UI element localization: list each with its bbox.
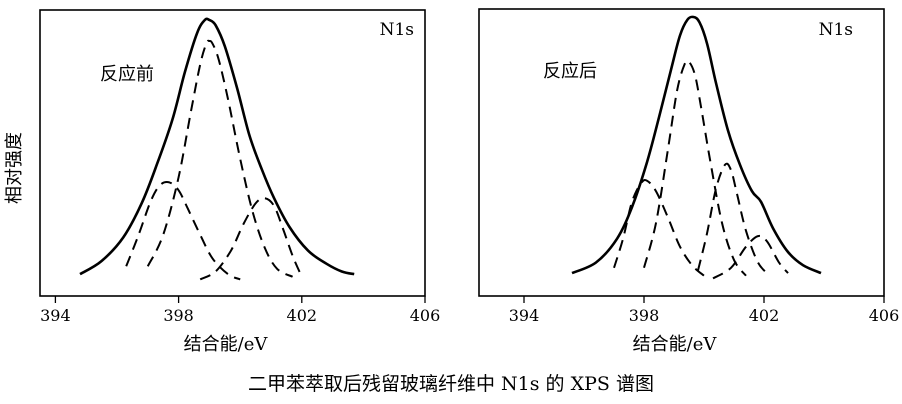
x-tick-label: 402 <box>287 306 318 325</box>
component-curve-1 <box>146 39 294 278</box>
condition-label: 反应前 <box>100 64 154 85</box>
x-tick-label: 402 <box>749 306 780 325</box>
component-curve-2 <box>613 179 705 277</box>
x-axis-label: 结合能/eV <box>633 334 718 355</box>
component-curve-4 <box>712 234 789 280</box>
envelope-curve <box>79 17 355 276</box>
component-curve-3 <box>199 197 303 281</box>
figure-caption: 二甲苯萃取后残留玻璃纤维中 N1s 的 XPS 谱图 <box>248 373 654 395</box>
component-curve-3 <box>697 162 771 277</box>
chart-title: N1s <box>380 20 414 40</box>
y-axis-label: 相对强度 <box>4 132 25 204</box>
x-tick-label: 406 <box>869 306 900 325</box>
x-axis-label: 结合能/eV <box>184 334 269 355</box>
chart-panel-before-reaction: 394 398 402 406 结合能/eV N1s 反应前 <box>39 9 441 355</box>
condition-label: 反应后 <box>543 61 597 82</box>
x-tick-label: 394 <box>40 306 71 325</box>
x-tick-label: 406 <box>410 306 441 325</box>
component-curve-2 <box>125 181 241 281</box>
x-tick-label: 394 <box>509 306 540 325</box>
chart-panel-after-reaction: 394 398 402 406 结合能/eV N1s 反应后 <box>478 8 900 355</box>
x-tick-label: 398 <box>163 306 194 325</box>
chart-title: N1s <box>819 20 853 40</box>
envelope-curve <box>571 15 822 275</box>
x-tick-label: 398 <box>629 306 660 325</box>
plot-frame <box>39 9 426 297</box>
component-curve-1 <box>643 59 747 277</box>
plot-frame <box>478 8 885 297</box>
